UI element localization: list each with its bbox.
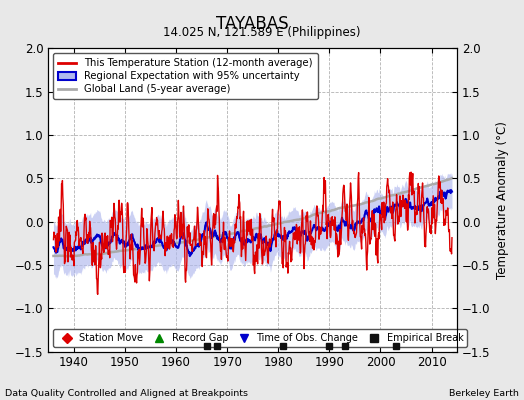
Title: TAYABAS: TAYABAS [216,15,289,33]
Text: 14.025 N, 121.589 E (Philippines): 14.025 N, 121.589 E (Philippines) [163,26,361,39]
Legend: Station Move, Record Gap, Time of Obs. Change, Empirical Break: Station Move, Record Gap, Time of Obs. C… [53,329,467,347]
Text: Data Quality Controlled and Aligned at Breakpoints: Data Quality Controlled and Aligned at B… [5,389,248,398]
Y-axis label: Temperature Anomaly (°C): Temperature Anomaly (°C) [496,121,509,279]
Text: Berkeley Earth: Berkeley Earth [449,389,519,398]
